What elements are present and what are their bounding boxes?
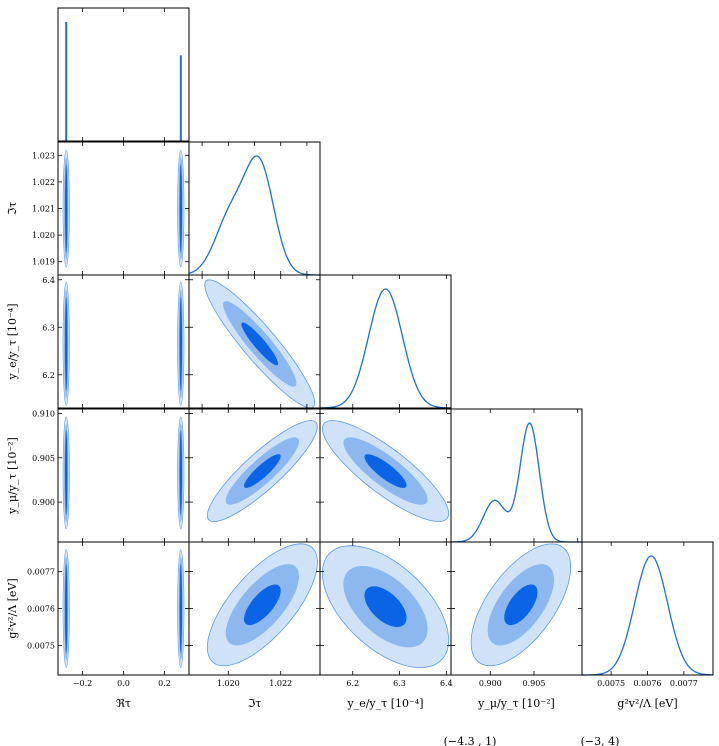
- marginal-panel-3: [450, 408, 583, 543]
- marginal-panel-2: [319, 274, 452, 409]
- x-axis-label-0: ℜτ: [116, 697, 131, 710]
- joint-panel-0-4: [57, 541, 190, 676]
- retau-band-1-0-2: [65, 164, 68, 253]
- contour-1sigma-3-4: [504, 584, 538, 626]
- y-tick-label: 6.4: [42, 276, 55, 285]
- contour-1sigma-1-3: [244, 454, 281, 488]
- marginal-curve-1: [188, 155, 320, 276]
- joint-panel-0-2: [57, 274, 190, 409]
- y-tick-label: 1.022: [32, 178, 55, 187]
- x-tick-label: 0.0075: [597, 679, 625, 688]
- x-tick-label: 0.900: [479, 679, 502, 688]
- contour-1sigma-1-4: [244, 584, 281, 626]
- joint-panel-1-3: [188, 408, 321, 543]
- joint-panel-0-3: [57, 408, 190, 543]
- x-tick-label: 6.4: [440, 679, 453, 688]
- x-axis-label-1: ℑτ: [248, 697, 262, 710]
- joint-panel-1-2: [188, 274, 321, 409]
- retau-band-4-1-2: [179, 563, 182, 654]
- y-tick-label: 0.0075: [27, 641, 55, 650]
- y-tick-label: 0.900: [32, 498, 55, 507]
- marginal-curve-3: [451, 422, 582, 543]
- contour-1sigma-1-2: [241, 322, 279, 366]
- contour-1sigma-2-3: [364, 454, 407, 488]
- y-tick-label: 1.019: [32, 258, 55, 267]
- panel-frame-0-3: [57, 408, 190, 543]
- y-tick-label: 0.0076: [27, 605, 55, 614]
- y-tick-label: 1.023: [32, 151, 55, 160]
- x-axis-label-4: g²v²/Λ [eV]: [617, 697, 677, 710]
- x-tick-label: 0.0: [117, 679, 130, 688]
- joint-panel-2-3: [319, 408, 452, 543]
- y-tick-label: 0.0077: [27, 568, 55, 577]
- joint-panel-3-4: [450, 541, 583, 676]
- panel-frame-0-1: [57, 141, 190, 276]
- panel-frame-0-0: [57, 7, 190, 142]
- y-tick-label: 1.021: [32, 205, 55, 214]
- x-tick-label: 0.905: [523, 679, 546, 688]
- y-tick-label: 6.3: [42, 323, 55, 332]
- contour-1sigma-2-4: [364, 586, 407, 627]
- x-tick-label: 0.0077: [670, 679, 698, 688]
- y-axis-label-2: y_e/y_τ [10⁻⁴]: [6, 303, 19, 380]
- marginal-panel-0: [57, 7, 190, 142]
- panel-frame-3-3: [450, 408, 583, 543]
- x-tick-label: 1.020: [217, 679, 240, 688]
- panel-frame-0-4: [57, 541, 190, 676]
- joint-panel-1-4: [188, 541, 321, 676]
- joint-panel-0-1: [57, 141, 190, 276]
- x-tick-label: 0.0076: [634, 679, 662, 688]
- panel-frame-2-2: [319, 274, 452, 409]
- retau-band-2-1-2: [179, 297, 182, 391]
- y-tick-label: 1.020: [32, 231, 55, 240]
- footer-text-1: (−4.3 , 1): [444, 735, 497, 746]
- footer-text-2: (−3, 4): [581, 735, 620, 746]
- y-axis-label-1: ℑτ: [6, 202, 19, 216]
- x-tick-label: 0.2: [158, 679, 171, 688]
- y-tick-label: 6.2: [42, 371, 55, 380]
- joint-panel-2-4: [319, 541, 452, 676]
- x-tick-label: 6.2: [346, 679, 359, 688]
- x-tick-label: 6.3: [393, 679, 406, 688]
- marginal-curve-4: [582, 555, 713, 676]
- retau-band-3-0-2: [65, 430, 68, 516]
- x-axis-label-3: y_μ/y_τ [10⁻²]: [477, 697, 555, 710]
- x-tick-label: −0.2: [73, 679, 92, 688]
- y-axis-label-4: g²v²/Λ [eV]: [6, 578, 19, 638]
- retau-band-1-1-2: [179, 164, 182, 253]
- x-tick-label: 1.022: [269, 679, 292, 688]
- retau-band-4-0-2: [65, 563, 68, 654]
- marginal-panel-1: [188, 141, 321, 276]
- panel-frame-1-1: [188, 141, 321, 276]
- x-axis-label-2: y_e/y_τ [10⁻⁴]: [346, 697, 423, 710]
- y-axis-label-3: y_μ/y_τ [10⁻²]: [6, 437, 19, 515]
- panel-frame-0-2: [57, 274, 190, 409]
- retau-band-2-0-2: [65, 297, 68, 391]
- y-tick-label: 0.905: [32, 454, 55, 463]
- y-tick-label: 0.910: [32, 409, 55, 418]
- marginal-curve-2: [320, 288, 451, 409]
- marginal-panel-4: [581, 541, 714, 676]
- retau-band-3-1-2: [179, 430, 182, 516]
- panel-frame-4-4: [581, 541, 714, 676]
